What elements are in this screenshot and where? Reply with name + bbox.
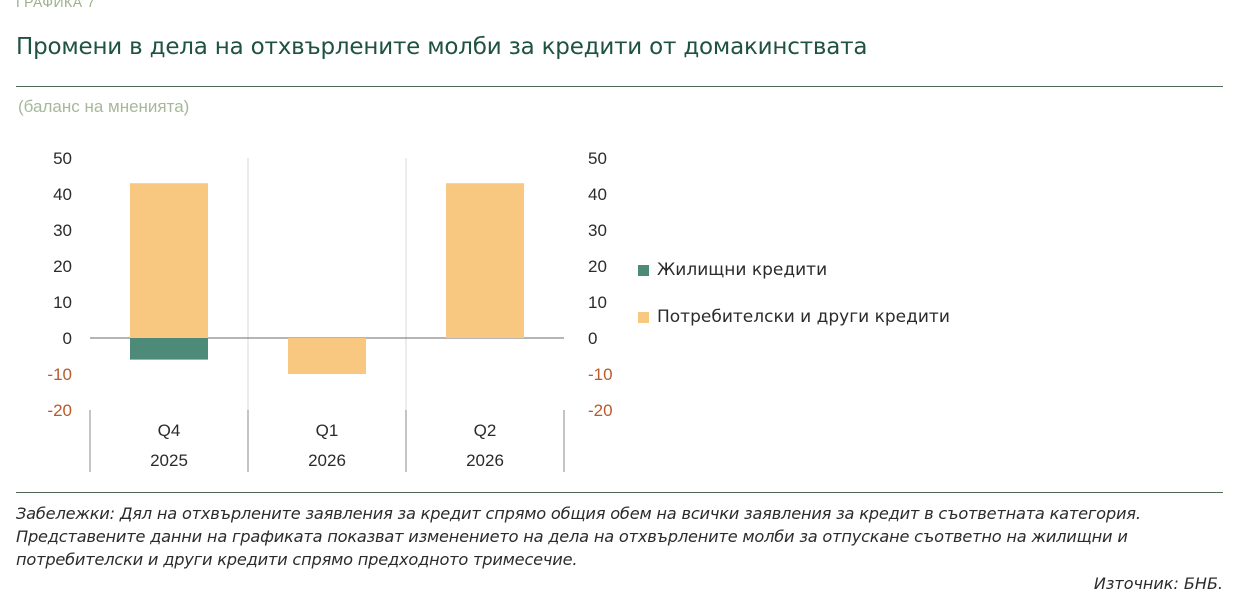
y-tick-label-left: 10 — [53, 293, 72, 312]
y-tick-label-right: -10 — [588, 365, 613, 384]
category-label-year: 2026 — [308, 451, 346, 470]
category-label-year: 2026 — [466, 451, 504, 470]
chart-number: ГРАФИКА 7 — [16, 0, 96, 10]
chart-title: Промени в дела на отхвърлените молби за … — [16, 34, 868, 60]
category-label-quarter: Q2 — [474, 421, 497, 440]
source-text: Източник: БНБ. — [1093, 574, 1223, 593]
legend-item-housing: Жилищни кредити — [638, 258, 950, 282]
y-tick-label-right: -20 — [588, 401, 613, 420]
legend-swatch-housing — [638, 264, 649, 276]
top-divider — [16, 86, 1223, 87]
bar-chart: Q4 2025 Q1 2026 Q2 2026 50 50 40 40 30 30 20 20 10 10 0 0… — [47, 149, 613, 472]
legend-item-consumer: Потребителски и други кредити — [638, 305, 950, 329]
y-tick-label-right: 20 — [588, 257, 607, 276]
y-tick-label-left: -20 — [47, 401, 72, 420]
y-tick-label-left: 30 — [53, 221, 72, 240]
legend-label-housing: Жилищни кредити — [657, 260, 828, 280]
bar-housing-0 — [130, 338, 208, 360]
y-tick-label-left: 0 — [63, 329, 72, 348]
legend-swatch-consumer — [638, 311, 649, 323]
bottom-divider — [16, 492, 1223, 493]
legend-label-consumer: Потребителски и други кредити — [657, 307, 950, 327]
bar-consumer-1 — [288, 338, 366, 374]
category-label-year: 2025 — [150, 451, 188, 470]
y-tick-label-left: 40 — [53, 185, 72, 204]
y-tick-label-right: 10 — [588, 293, 607, 312]
y-tick-label-left: -10 — [47, 365, 72, 384]
bar-consumer-2 — [446, 183, 524, 338]
y-tick-label-right: 0 — [588, 329, 597, 348]
y-tick-label-left: 20 — [53, 257, 72, 276]
y-tick-label-right: 40 — [588, 185, 607, 204]
y-tick-label-left: 50 — [53, 149, 72, 168]
y-tick-label-right: 30 — [588, 221, 607, 240]
bar-consumer-0 — [130, 183, 208, 338]
unit-label: (баланс на мненията) — [18, 97, 190, 116]
y-tick-label-right: 50 — [588, 149, 607, 168]
legend: Жилищни кредити Потребителски и други кр… — [638, 258, 950, 352]
category-label-quarter: Q4 — [158, 421, 181, 440]
notes-text: Забележки: Дял на отхвърлените заявления… — [16, 504, 1141, 569]
category-label-quarter: Q1 — [316, 421, 339, 440]
